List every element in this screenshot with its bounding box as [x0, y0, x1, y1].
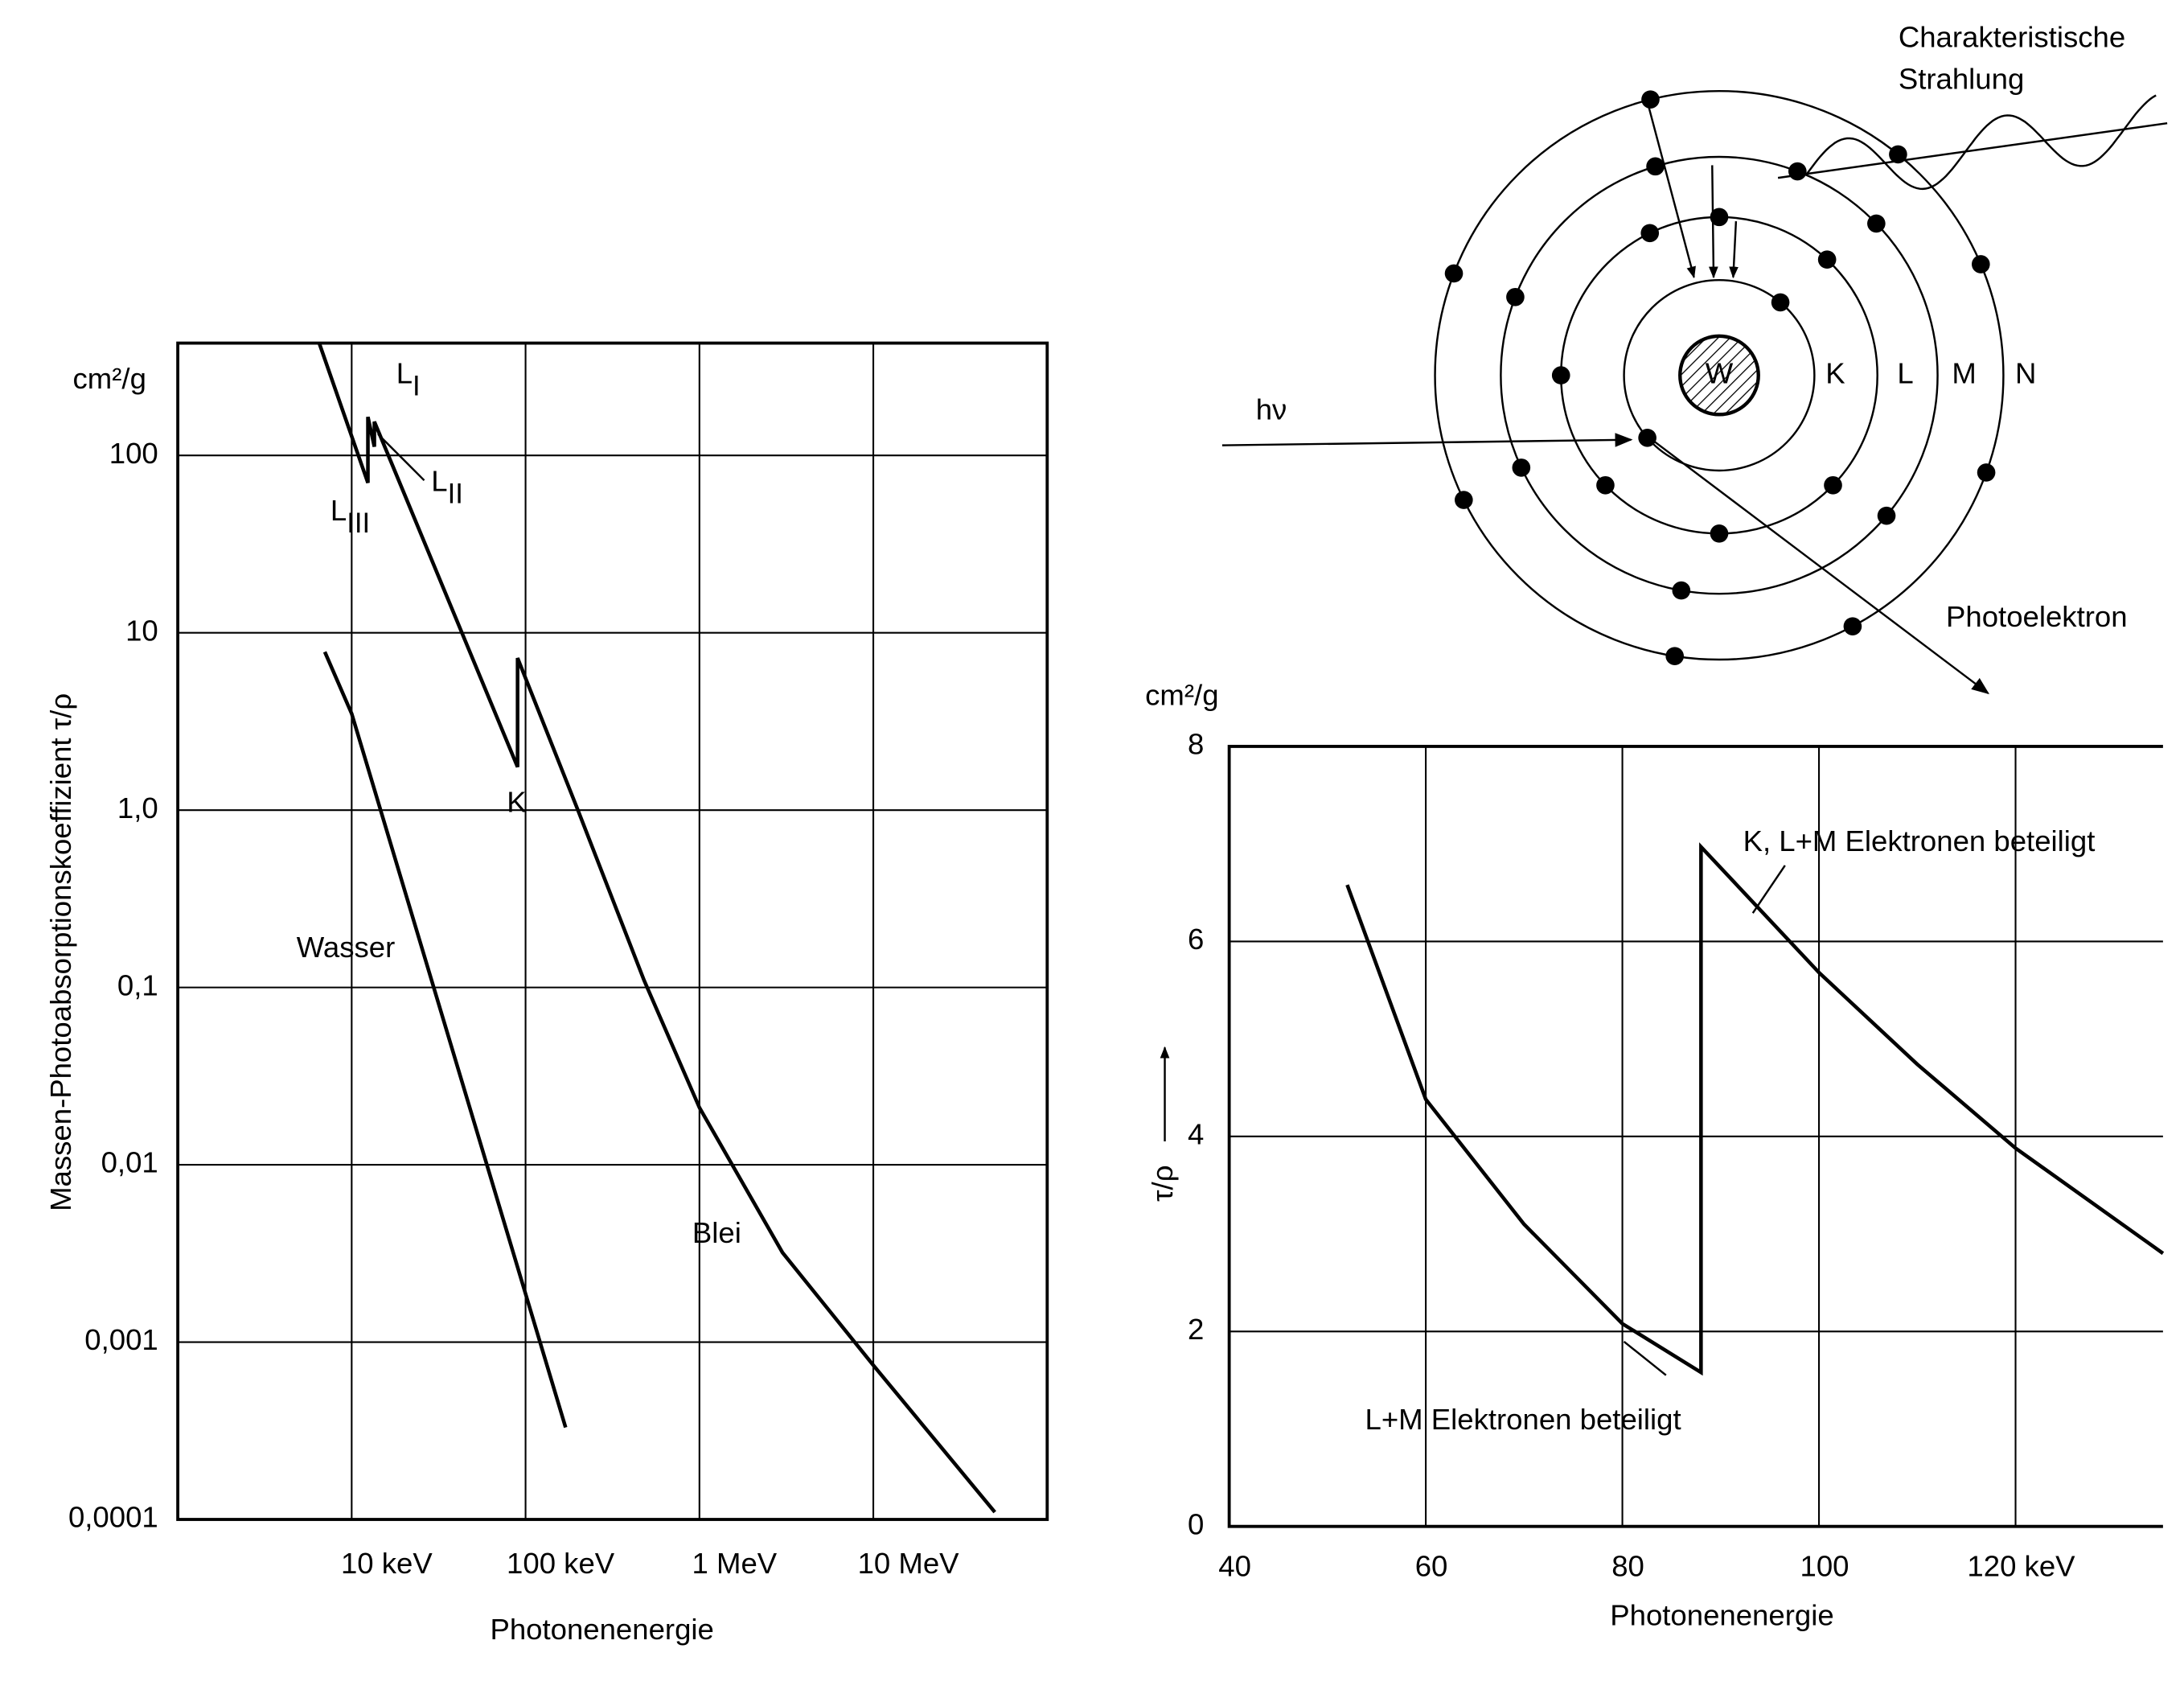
series-label: Blei	[692, 1216, 741, 1249]
x-tick-label: 10 MeV	[858, 1547, 960, 1580]
electron	[1551, 366, 1570, 384]
y-tick-label: 8	[1188, 728, 1204, 761]
electron	[1638, 428, 1656, 447]
leader-line	[1623, 1340, 1667, 1376]
y-tick-label: 100	[109, 437, 158, 470]
edge-label-main: K	[507, 785, 526, 818]
data-line	[322, 651, 568, 1429]
electron	[1596, 475, 1615, 495]
y-unit: cm²/g	[1145, 679, 1218, 712]
photoelectron-path	[1651, 438, 1990, 695]
y-tick-label: 4	[1188, 1118, 1204, 1151]
shell-label: M	[1952, 356, 1976, 389]
edge-label: LIII	[330, 494, 370, 539]
x-tick-label: 120 keV	[1967, 1550, 2075, 1583]
electron	[1672, 581, 1691, 600]
y-tick-label: 0,1	[117, 968, 158, 1001]
radiation-axis	[1777, 122, 2168, 179]
x-tick-label: 10 keV	[341, 1547, 433, 1580]
edge-label-sub: II	[448, 479, 463, 510]
nucleus	[1678, 334, 1760, 417]
annotation: L+M Elektronen beteiligt	[1365, 1403, 1681, 1436]
shell-label: L	[1897, 356, 1913, 389]
data-line	[1345, 842, 2165, 1376]
chart-2: 40 60 80 100 120 keV 0 2 4 6 8 cm²/g τ/ρ Photonenene…	[1145, 679, 2165, 1632]
data-line	[317, 342, 996, 1514]
edge-label-main: L	[431, 464, 447, 497]
leader-line	[1751, 865, 1786, 914]
y-tick-label: 1,0	[117, 791, 158, 824]
y-tick-label: 10	[125, 614, 158, 647]
series-label: Wasser	[297, 931, 396, 964]
electron	[1824, 475, 1842, 495]
edge-label: LII	[431, 464, 463, 509]
y-tick-label: 6	[1188, 923, 1204, 956]
shell	[1500, 155, 1939, 595]
electron	[1710, 524, 1729, 543]
electron	[1710, 208, 1729, 227]
x-tick-label: 80	[1611, 1550, 1644, 1583]
electron	[1771, 293, 1790, 312]
incoming-label: hν	[1256, 393, 1287, 426]
radiation-label: Strahlung	[1899, 63, 2024, 96]
x-axis-label: Photonenenergie	[490, 1613, 713, 1646]
transition-arrow	[1709, 165, 1718, 279]
y-tick-label: 0	[1188, 1507, 1204, 1540]
x-tick-label: 100 keV	[507, 1547, 615, 1580]
electron	[1512, 458, 1531, 477]
electron	[1889, 145, 1907, 164]
y-axis-label: τ/ρ	[1146, 1165, 1179, 1201]
edge-label-main: L	[396, 356, 413, 389]
x-tick-label: 40	[1218, 1550, 1251, 1583]
electron	[1665, 647, 1685, 665]
shell-label: K	[1825, 356, 1845, 389]
nucleus-label: W	[1706, 356, 1734, 389]
atom-diagram: W K L M Nhν Photoelektron Charakteristische Str…	[1221, 20, 2168, 695]
y-tick-label: 0,001	[84, 1323, 158, 1356]
electron	[1646, 157, 1665, 176]
y-tick-label: 0,0001	[68, 1501, 158, 1534]
y-axis-label: Massen-Photoabsorptionskoeffizient τ/ρ	[44, 693, 77, 1211]
electron	[1455, 491, 1473, 509]
electron	[1867, 214, 1886, 233]
electron	[1506, 287, 1525, 306]
edge-label-main: L	[330, 494, 347, 527]
shell	[1623, 278, 1816, 472]
x-tick-label: 100	[1800, 1550, 1849, 1583]
annotation: K, L+M Elektronen beteiligt	[1743, 824, 2096, 857]
x-tick-label: 1 MeV	[692, 1547, 778, 1580]
incoming-photon	[1221, 433, 1633, 447]
electron	[1817, 250, 1837, 269]
electron	[1788, 162, 1807, 181]
shell-label: N	[2015, 356, 2036, 389]
electron	[1444, 264, 1464, 283]
x-axis-label: Photonenenergie	[1610, 1599, 1833, 1632]
electron	[1640, 224, 1660, 243]
plot-frame	[176, 341, 1049, 1521]
edge-label: K	[507, 785, 526, 818]
electron	[1641, 90, 1660, 109]
transition-arrow	[1645, 97, 1696, 279]
shell	[1434, 89, 2005, 661]
edge-label-sub: III	[347, 508, 370, 539]
leader-line	[377, 433, 425, 482]
photoelectron-label: Photoelektron	[1946, 600, 2128, 633]
y-tick-label: 2	[1188, 1313, 1204, 1346]
electron	[1843, 617, 1862, 635]
radiation-label: Charakteristische	[1899, 20, 2125, 53]
transition-arrow	[1729, 221, 1739, 279]
electron	[1971, 255, 1990, 273]
y-tick-label: 0,01	[101, 1146, 158, 1179]
plot-frame	[1227, 745, 2163, 1528]
radiation-wave	[1804, 94, 2157, 191]
y-unit: cm²/g	[73, 362, 146, 395]
electron	[1977, 463, 1996, 482]
chart-1: 10 keV 100 keV 1 MeV 10 MeV 0,0001 0,001 0,01 0…	[44, 341, 1049, 1646]
edge-label: LI	[396, 356, 421, 401]
electron	[1877, 506, 1896, 525]
edge-label-sub: I	[413, 370, 421, 401]
x-tick-label: 60	[1415, 1550, 1448, 1583]
